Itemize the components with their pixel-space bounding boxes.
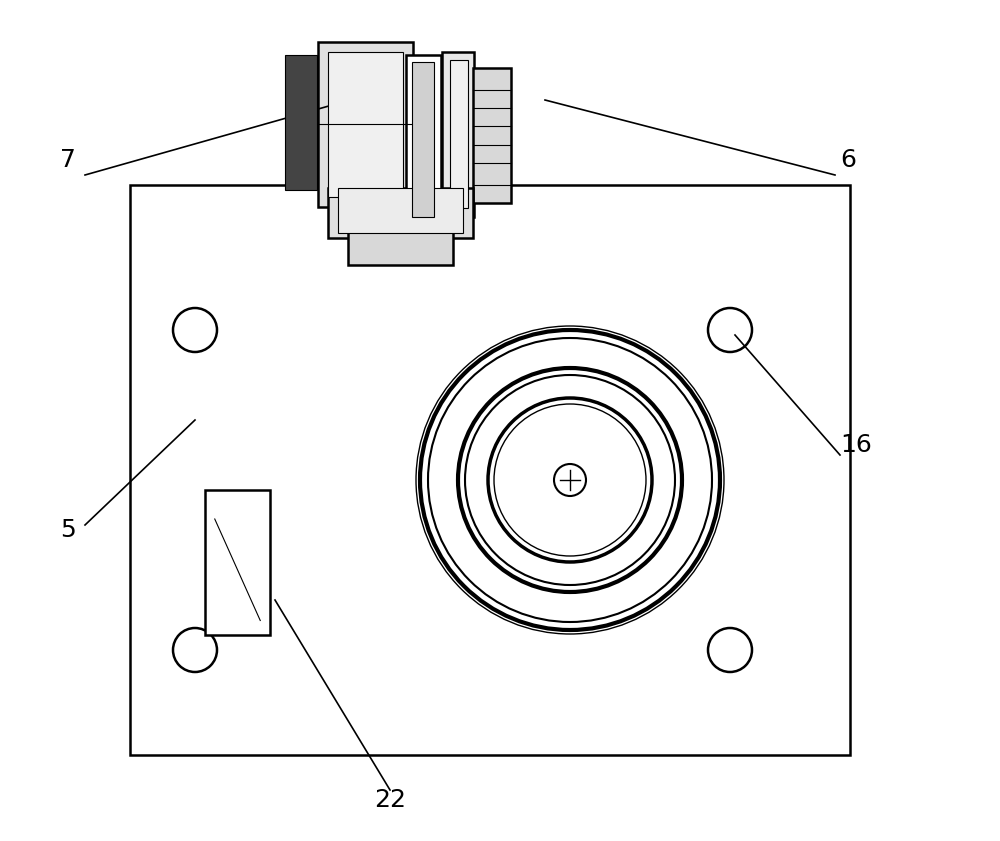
Text: 22: 22: [374, 788, 406, 812]
Bar: [328, 52, 403, 197]
Circle shape: [708, 308, 752, 352]
Bar: [412, 62, 434, 217]
Bar: [205, 490, 270, 635]
Bar: [406, 55, 441, 225]
Bar: [285, 55, 317, 190]
Text: 7: 7: [60, 148, 76, 172]
Bar: [318, 42, 413, 207]
Text: 6: 6: [840, 148, 856, 172]
Bar: [338, 188, 463, 233]
Bar: [328, 188, 473, 238]
Circle shape: [708, 628, 752, 672]
Text: 16: 16: [840, 433, 872, 457]
Bar: [450, 60, 468, 208]
Text: 5: 5: [60, 518, 76, 542]
Bar: [130, 185, 850, 755]
Bar: [473, 68, 511, 203]
Circle shape: [420, 330, 720, 630]
Circle shape: [173, 628, 217, 672]
Bar: [348, 230, 453, 265]
Circle shape: [173, 308, 217, 352]
Bar: [442, 52, 474, 217]
